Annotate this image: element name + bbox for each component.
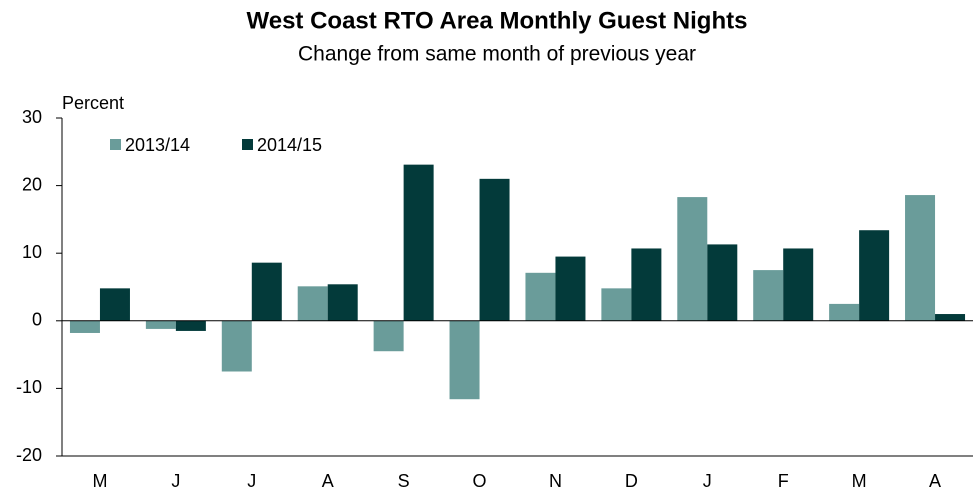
legend-swatch: [242, 139, 253, 150]
legend-swatch: [110, 139, 121, 150]
legend-label: 2013/14: [125, 135, 190, 155]
bar: [69, 320, 100, 333]
bar: [829, 303, 860, 321]
bar: [327, 284, 358, 321]
bar: [297, 286, 328, 321]
bar: [145, 320, 176, 329]
y-tick-label: 20: [22, 174, 42, 194]
bar: [859, 230, 890, 321]
bar: [479, 178, 510, 321]
bar: [373, 320, 404, 352]
y-tick-label: 30: [22, 107, 42, 127]
legend-label: 2014/15: [257, 135, 322, 155]
bar: [403, 164, 434, 321]
bar: [555, 256, 586, 321]
bar: [601, 288, 632, 321]
y-tick-label: 0: [32, 310, 42, 330]
y-tick-label: -20: [16, 445, 42, 465]
bar: [631, 248, 662, 321]
x-tick-label: A: [322, 471, 334, 491]
bar: [175, 320, 206, 331]
bar: [251, 262, 282, 321]
x-tick-label: D: [625, 471, 638, 491]
x-tick-label: S: [398, 471, 410, 491]
bar: [99, 288, 130, 321]
bar: [905, 195, 936, 321]
bar: [935, 314, 966, 321]
y-axis-label: Percent: [62, 93, 124, 113]
bar: [753, 270, 784, 321]
x-tick-label: N: [549, 471, 562, 491]
bar: [221, 320, 252, 372]
bar: [783, 248, 814, 321]
x-tick-label: J: [247, 471, 256, 491]
x-tick-label: M: [852, 471, 867, 491]
bar: [707, 244, 738, 321]
x-tick-label: J: [703, 471, 712, 491]
y-tick-label: 10: [22, 242, 42, 262]
x-tick-label: A: [929, 471, 941, 491]
x-tick-label: M: [92, 471, 107, 491]
x-tick-label: O: [473, 471, 487, 491]
bar: [449, 320, 480, 400]
x-tick-label: F: [778, 471, 789, 491]
bar: [677, 197, 708, 321]
bar: [525, 272, 556, 321]
x-tick-label: J: [171, 471, 180, 491]
chart-title: West Coast RTO Area Monthly Guest Nights: [247, 7, 748, 34]
y-tick-label: -10: [16, 377, 42, 397]
chart-subtitle: Change from same month of previous year: [298, 43, 696, 66]
